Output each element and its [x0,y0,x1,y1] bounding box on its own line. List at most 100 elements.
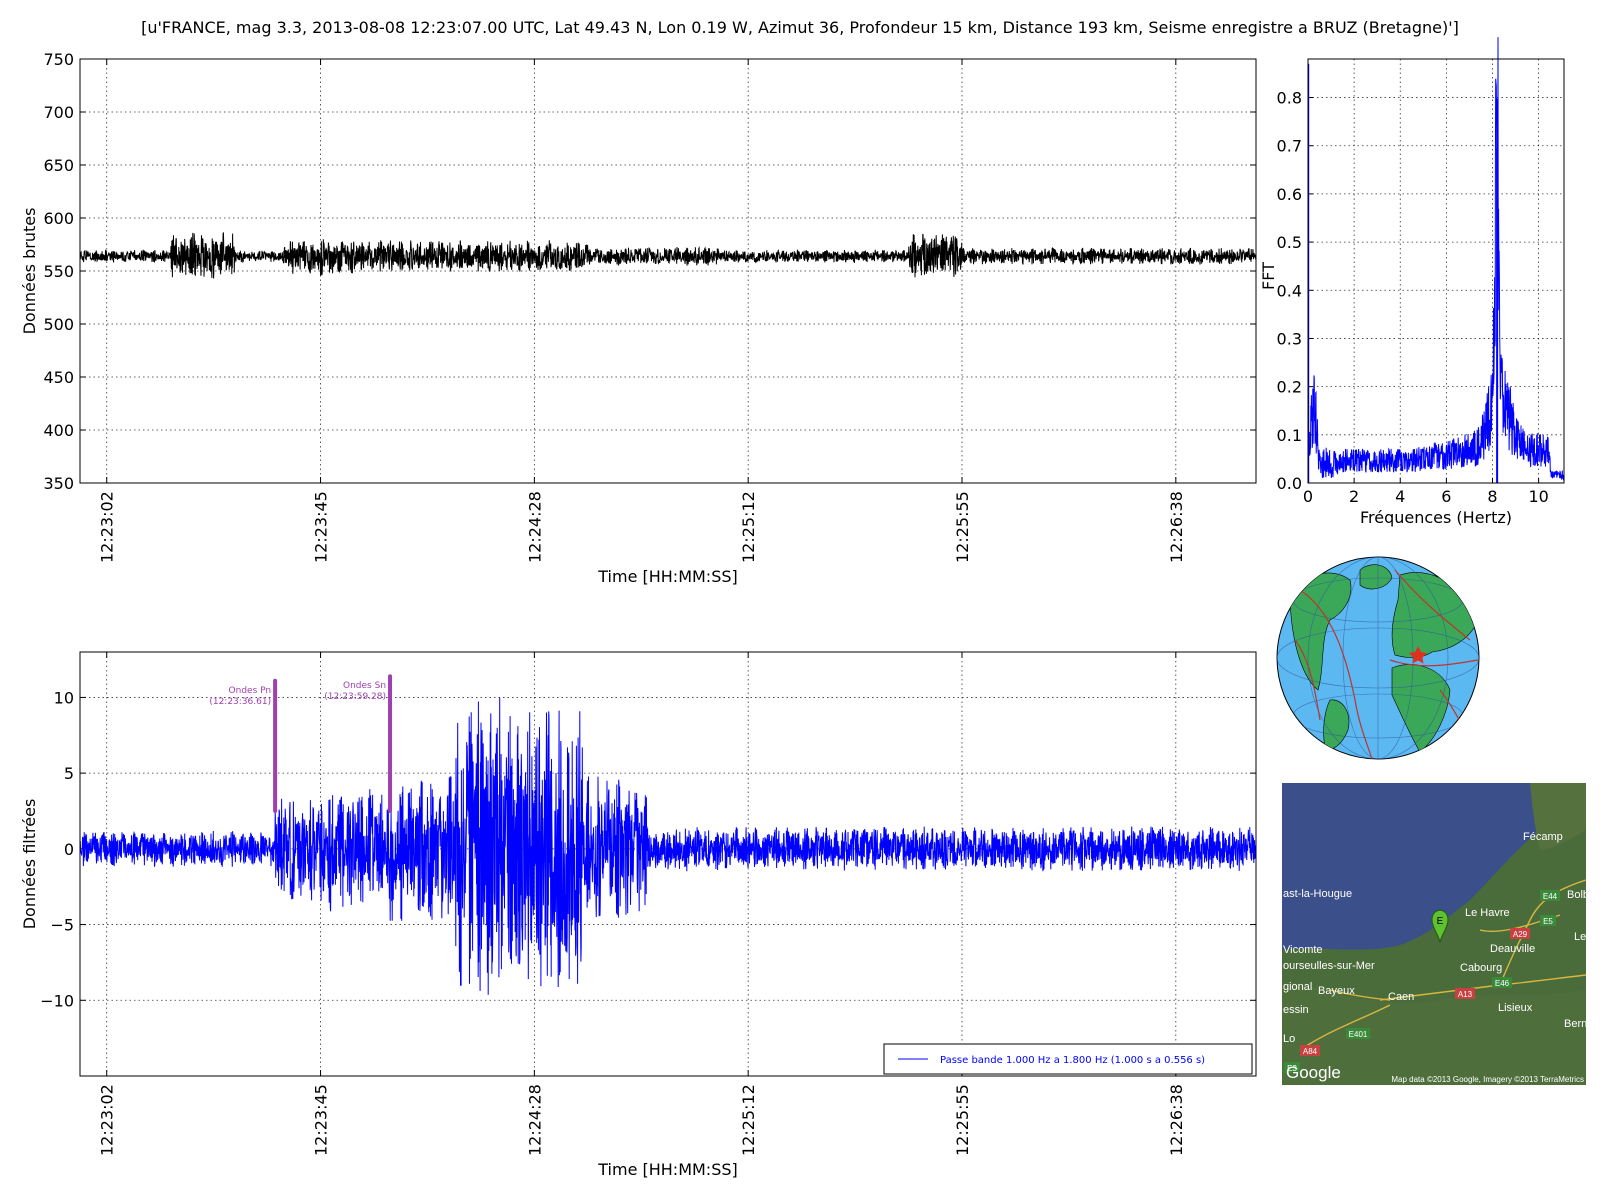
fft-x-tick-label: 4 [1395,487,1405,506]
fft-frame [1307,58,1565,484]
map-place-cabourg: Cabourg [1460,962,1502,974]
y-tick-label: 600 [43,209,74,228]
map-place-vicomte: Vicomte [1283,944,1323,956]
map-place-hougue: ast-la-Hougue [1283,888,1352,900]
x-tick-label: 12:23:45 [312,491,331,563]
phase-label: Ondes Pn [229,686,272,696]
y-tick-label: 750 [43,50,74,69]
map-place-caen: Caen [1388,991,1414,1003]
y-tick-label: 5 [64,764,74,783]
fft-y-tick-label: 0.6 [1277,185,1302,204]
x-tick-label: 12:24:28 [525,1084,544,1156]
fft-panel: 0.0 0.1 0.2 0.3 0.4 0.5 0.6 0.7 0.8 0 2 4 6 8 10 Fréque… [1259,37,1565,527]
legend-label: Passe bande 1.000 Hz a 1.800 Hz (1.000 s… [940,1055,1205,1066]
map-labels: Fécamp Le Havre ast-la-Hougue Vicomte ou… [1283,831,1589,1084]
map-place-bayeux: Bayeux [1318,985,1355,997]
map-place-gional: gional [1283,981,1312,993]
y-tick-label: 0 [64,840,74,859]
fft-x-axis-label: Fréquences (Hertz) [1360,508,1512,527]
y-tick-label: −10 [40,991,74,1010]
map-place-courseulles: ourseulles-sur-Mer [1283,960,1375,972]
y-tick-label: 10 [54,688,74,707]
y-tick-label: 450 [43,368,74,387]
y-tick-label: 700 [43,103,74,122]
fft-y-tick-label: 0.8 [1277,89,1302,108]
phase-time: (12:23:36.61) [209,697,271,707]
map-coast-detail [1282,980,1586,1085]
filt-panel-frame [79,651,1257,1077]
road-e44: E44 [1543,892,1558,901]
fft-x-tick-label: 8 [1487,487,1497,506]
x-tick-label: 12:25:55 [953,491,972,563]
x-tick-label: 12:23:45 [312,1084,331,1156]
map-place-bolb: Bolb [1567,889,1589,901]
map-place-essin: essin [1283,1004,1309,1016]
map-credits: Map data ©2013 Google, Imagery ©2013 Ter… [1391,1075,1584,1084]
road-e5: E5 [1543,917,1553,926]
x-tick-label: 12:23:02 [98,1084,117,1156]
map-place-lisieux: Lisieux [1498,1002,1533,1014]
y-tick-label: −5 [50,916,74,935]
x-tick-label: 12:24:28 [525,491,544,563]
fft-y-tick-label: 0.2 [1277,378,1302,397]
fft-y-tick-label: 0.4 [1277,281,1302,300]
road-a29: A29 [1513,930,1528,939]
raw-panel-frame [79,58,1257,484]
map-land-north [1530,783,1586,850]
y-axis-label: Données filtrées [20,799,39,930]
globe-land-north-america [1289,572,1352,691]
globe-land-africa [1391,664,1451,753]
fft-y-tick-label: 0.0 [1277,474,1302,493]
signal-trace [79,231,1257,279]
map-place-lo: Lo [1283,1033,1295,1045]
y-tick-label: 350 [43,474,74,493]
map-place-le: Le [1574,931,1586,943]
x-tick-label: 12:25:12 [739,1084,758,1156]
fft-y-tick-label: 0.1 [1277,426,1302,445]
road-a84: A84 [1303,1047,1318,1056]
map-road-badges: E44 E5 A29 E46 A13 E401 A84 E3 [1284,890,1560,1073]
fft-spectrum [1307,37,1565,481]
y-tick-label: 650 [43,156,74,175]
y-axis-label: Données brutes [20,208,39,335]
fft-y-tick-label: 0.7 [1277,137,1302,156]
location-marker [1431,909,1449,944]
fft-y-axis-label: FFT [1259,262,1278,290]
x-axis-label: Time [HH:MM:SS] [597,1160,738,1179]
road-a13: A13 [1458,990,1473,999]
legend-box [883,1043,1253,1075]
raw-data-panel: 350 400 450 500 550 600 650 700 750 12:23:02 12:23… [20,50,1257,586]
road-e3: E3 [1287,1064,1297,1073]
x-tick-label: 12:25:12 [739,491,758,563]
phase-time: (12:23:59.28) [324,692,386,702]
globe-land-south-america [1323,699,1350,750]
epicenter-marker [1409,646,1427,664]
road-e401: E401 [1349,1030,1368,1039]
map-place-le-havre: Le Havre [1465,907,1510,919]
satellite-map: E Fécamp Le Havre ast-la-Hougue Vicomte … [1282,783,1589,1085]
fft-x-tick-label: 0 [1303,487,1313,506]
x-tick-label: 12:26:38 [1167,491,1186,563]
location-marker-label: E [1437,916,1444,927]
fft-y-tick-label: 0.5 [1277,233,1302,252]
filtered-data-panel: −10 −5 0 5 10 12:23:02 12:23:45 12:24:28 12:25:1… [20,651,1257,1179]
fft-y-tick-label: 0.3 [1277,329,1302,348]
road-e46: E46 [1495,979,1510,988]
map-place-bern: Bern [1564,1018,1587,1030]
x-tick-label: 12:23:02 [98,491,117,563]
signal-trace [79,697,1257,995]
figure-title: [u'FRANCE, mag 3.3, 2013-08-08 12:23:07.… [141,18,1459,37]
fft-x-tick-label: 6 [1441,487,1451,506]
y-tick-label: 400 [43,421,74,440]
phase-label: Ondes Sn [343,681,386,691]
y-tick-label: 550 [43,262,74,281]
map-place-fecamp: Fécamp [1523,831,1563,843]
globe-map [1276,556,1480,760]
map-place-deauville: Deauville [1490,943,1535,955]
x-tick-label: 12:25:55 [953,1084,972,1156]
x-tick-label: 12:26:38 [1167,1084,1186,1156]
y-tick-label: 500 [43,315,74,334]
x-axis-label: Time [HH:MM:SS] [597,567,738,586]
fft-x-tick-label: 2 [1349,487,1359,506]
